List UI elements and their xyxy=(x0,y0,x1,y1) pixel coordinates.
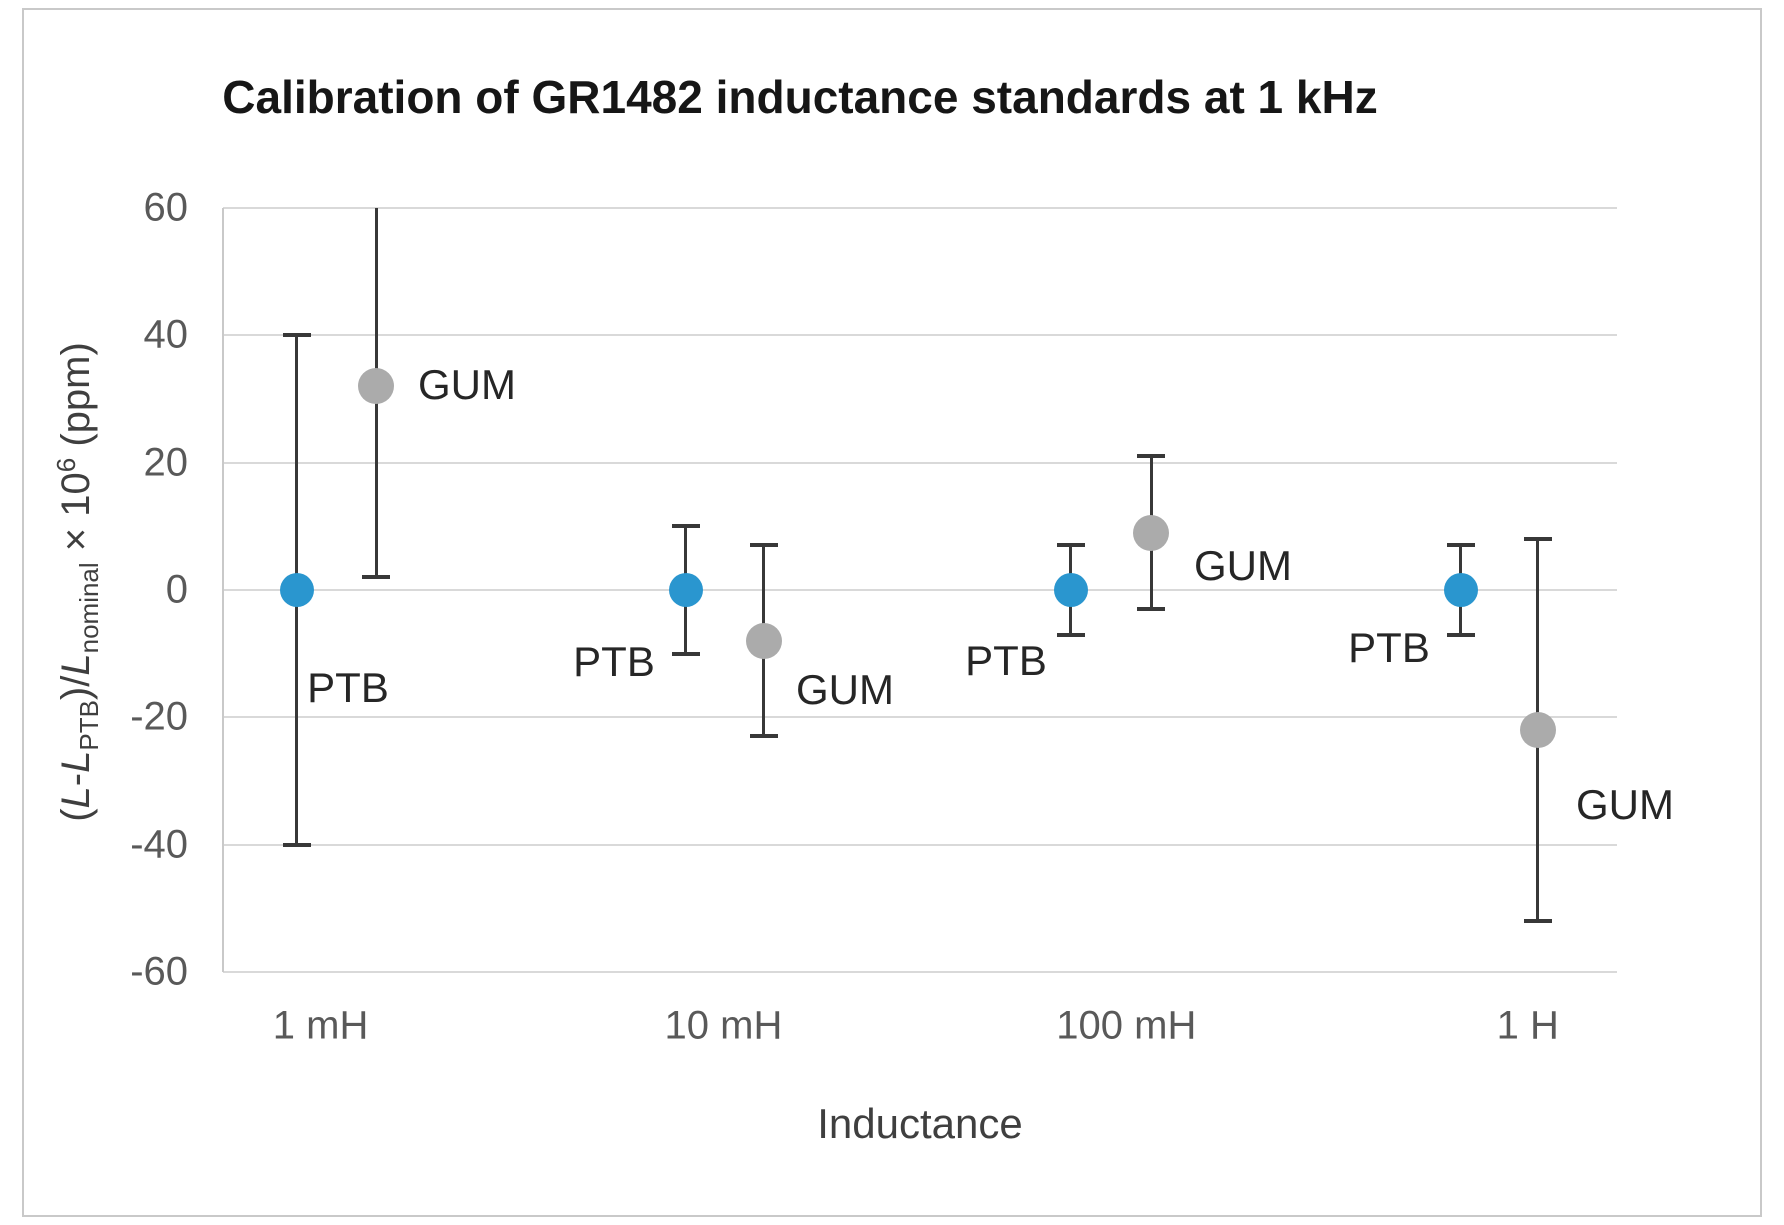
error-bar-cap-bottom xyxy=(1056,632,1085,637)
point-label-ptb: PTB xyxy=(965,637,1047,684)
error-bar-cap-top xyxy=(671,524,700,529)
data-point-gum xyxy=(358,368,395,405)
error-bar-cap-top xyxy=(1523,537,1552,542)
y-axis-line xyxy=(222,208,224,972)
point-label-gum: GUM xyxy=(796,666,894,713)
figure-border xyxy=(22,8,1762,1217)
error-bar-cap-top xyxy=(1137,454,1166,459)
ylabel-times-ten: × 10 xyxy=(54,472,99,563)
gridline xyxy=(223,207,1617,209)
error-bar-cap-top xyxy=(749,543,778,548)
y-tick-label: -20 xyxy=(130,694,188,739)
error-bar-cap-bottom xyxy=(749,734,778,739)
data-point-ptb xyxy=(1443,573,1478,607)
error-bar-cap-bottom xyxy=(671,651,700,656)
point-label-gum: GUM xyxy=(418,361,516,408)
y-tick-label: -60 xyxy=(130,949,188,994)
data-point-gum xyxy=(745,622,782,659)
x-tick-label: 10 mH xyxy=(664,1003,783,1048)
gridline xyxy=(223,334,1617,337)
x-tick-label: 1 H xyxy=(1496,1003,1559,1048)
x-tick-label: 1 mH xyxy=(272,1003,369,1048)
error-bar-cap-bottom xyxy=(1523,919,1552,924)
data-point-gum xyxy=(1133,514,1170,551)
data-point-ptb xyxy=(1053,573,1088,607)
gridline xyxy=(223,971,1617,973)
ylabel-L-nominal: L xyxy=(54,653,99,676)
data-point-gum xyxy=(1519,712,1556,749)
y-tick-label: 20 xyxy=(143,440,189,485)
error-bar-cap-bottom xyxy=(362,575,391,580)
error-bar-cap-top xyxy=(1446,543,1475,548)
y-tick-label: 40 xyxy=(143,312,189,357)
point-label-gum: GUM xyxy=(1576,781,1674,828)
y-tick-label: 60 xyxy=(143,185,189,230)
data-point-ptb xyxy=(279,573,314,607)
data-point-ptb xyxy=(668,573,703,607)
x-tick-label: 100 mH xyxy=(1056,1003,1197,1048)
chart-title: Calibration of GR1482 inductance standar… xyxy=(222,71,1378,123)
error-bar-cap-top xyxy=(282,333,311,338)
y-tick-label: -40 xyxy=(130,822,188,867)
point-label-ptb: PTB xyxy=(307,664,389,711)
error-bar-cap-bottom xyxy=(1137,607,1166,612)
error-bar-cap-top xyxy=(1056,543,1085,548)
ylabel-open: ( xyxy=(54,808,99,822)
gridline xyxy=(223,461,1617,464)
x-axis-title: Inductance xyxy=(817,1100,1023,1147)
gridline xyxy=(223,589,1617,591)
point-label-ptb: PTB xyxy=(1348,624,1430,671)
gridline xyxy=(223,716,1617,719)
point-label-gum: GUM xyxy=(1194,542,1292,589)
error-bar-cap-bottom xyxy=(282,842,311,847)
error-bar-cap-bottom xyxy=(1446,632,1475,637)
ylabel-L: L xyxy=(54,786,99,809)
ylabel-L-ptb: L xyxy=(54,750,99,773)
y-tick-label: 0 xyxy=(165,567,188,612)
gridline xyxy=(223,843,1617,846)
ylabel-minus: - xyxy=(54,772,99,787)
point-label-ptb: PTB xyxy=(573,638,655,685)
